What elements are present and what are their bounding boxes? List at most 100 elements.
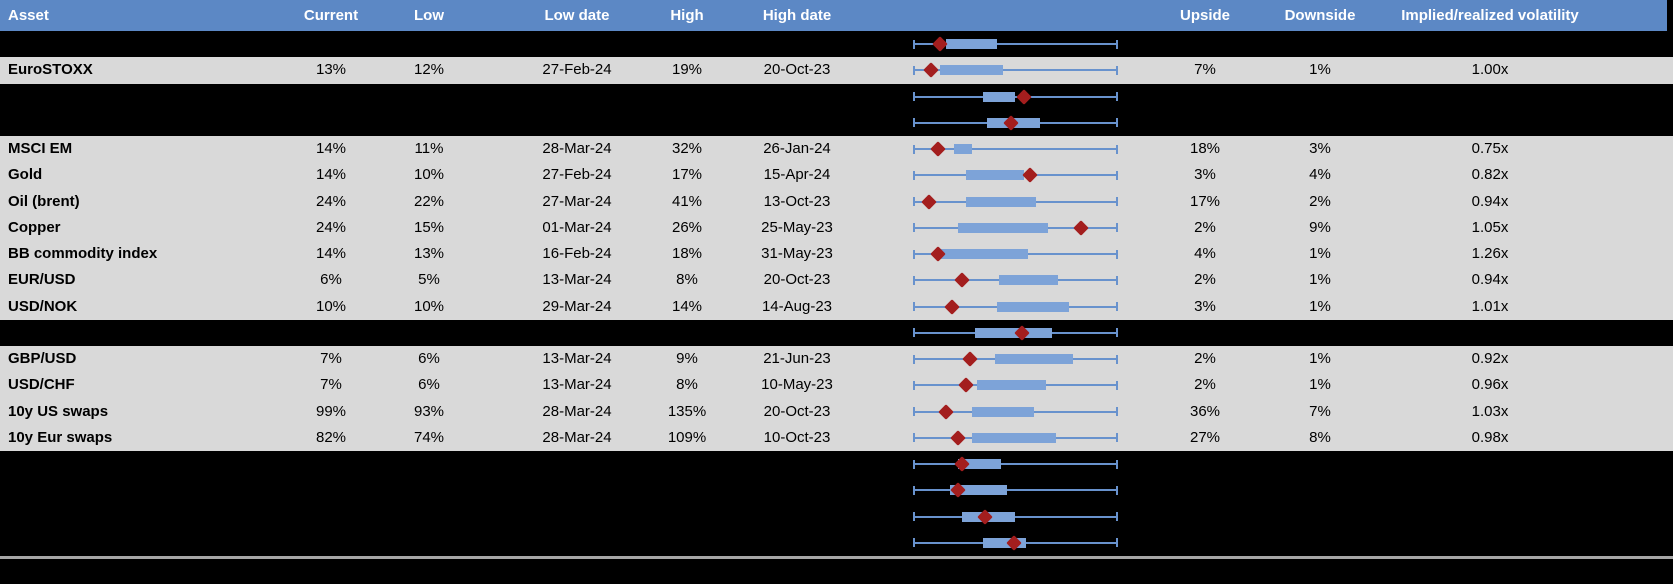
whisker-cap-left — [913, 223, 915, 233]
current-marker-diamond — [962, 351, 979, 367]
header-row: Asset Current Low Low date High High dat… — [0, 0, 1673, 31]
cell-high: 17% — [671, 166, 703, 184]
cell-current — [292, 31, 370, 57]
table-row: USD/CHF 7% 6% 13-Mar-24 8% 10-May-23 2% 1% 0.96x — [0, 372, 1673, 399]
cell-downside — [1270, 31, 1370, 57]
cell-current: 7% — [320, 376, 342, 394]
current-marker-diamond — [950, 430, 966, 446]
cell-upside — [1140, 504, 1270, 530]
range-box — [958, 459, 1002, 470]
cell-asset: EUR/USD — [8, 271, 76, 289]
cell-low: 6% — [418, 376, 440, 394]
current-marker-diamond — [1022, 167, 1038, 184]
range-boxplot — [913, 110, 1118, 136]
cell-upside — [1140, 530, 1270, 556]
cell-range-plot — [886, 451, 1140, 477]
table-row: EUR/USD 6% 5% 13-Mar-24 8% 20-Oct-23 2% 1% 0.94x — [0, 267, 1673, 294]
range-boxplot — [913, 294, 1118, 320]
table-row: EuroSTOXX 13% 12% 27-Feb-24 19% 20-Oct-23 7% 1%… — [0, 57, 1673, 84]
header-notch — [1667, 0, 1673, 31]
cell-high: 41% — [671, 192, 703, 210]
cell-upside: 4% — [1194, 245, 1216, 262]
cell-current: 82% — [315, 428, 347, 446]
current-marker-diamond — [921, 193, 938, 210]
cell-high-date — [708, 504, 886, 530]
whisker-cap-left — [913, 170, 915, 180]
table-row: BB commodity index 14% 13% 16-Feb-24 18% 31-M… — [0, 241, 1673, 268]
range-boxplot — [913, 84, 1118, 110]
cell-high-date — [708, 451, 886, 477]
cell-low — [370, 110, 488, 136]
whisker-line — [913, 515, 1118, 518]
range-box — [939, 65, 1004, 76]
cell-high — [666, 477, 708, 503]
whisker-cap-left — [913, 92, 915, 102]
range-boxplot — [913, 399, 1118, 425]
whisker-cap-left — [913, 407, 915, 417]
cell-high-date: 20-Oct-23 — [763, 271, 831, 289]
cell-range-plot — [886, 399, 1140, 425]
cell-low — [370, 530, 488, 556]
cell-upside: 17% — [1189, 192, 1221, 210]
cell-current — [292, 504, 370, 530]
range-box — [972, 432, 1057, 443]
cell-low — [370, 31, 488, 57]
cell-upside: 3% — [1194, 166, 1216, 184]
cell-upside — [1140, 31, 1270, 57]
cell-low-date: 28-Mar-24 — [542, 428, 612, 446]
cell-asset: EuroSTOXX — [8, 61, 93, 79]
whisker-line — [913, 148, 1118, 151]
spacer-row — [0, 319, 1673, 346]
current-marker-diamond — [923, 62, 940, 79]
whisker-cap-left — [913, 538, 915, 548]
cell-downside: 1% — [1309, 271, 1331, 289]
cell-current: 24% — [315, 218, 347, 236]
cell-low: 5% — [418, 271, 440, 289]
col-header-high-date: High date — [762, 7, 832, 24]
footer-strip — [0, 559, 1673, 584]
table-body: EuroSTOXX 13% 12% 27-Feb-24 19% 20-Oct-23 7% 1%… — [0, 31, 1673, 556]
cell-downside: 2% — [1309, 192, 1331, 210]
range-boxplot — [913, 372, 1118, 398]
cell-range-plot — [886, 215, 1140, 241]
table-row: 10y Eur swaps 82% 74% 28-Mar-24 109% 10-Oct-2… — [0, 424, 1673, 451]
cell-low-date — [488, 504, 666, 530]
whisker-cap-right — [1116, 223, 1118, 233]
range-box — [982, 537, 1026, 548]
cell-upside — [1140, 84, 1270, 110]
cell-asset: 10y Eur swaps — [8, 428, 113, 446]
cell-range-plot — [886, 530, 1140, 556]
cell-range-plot — [886, 294, 1140, 320]
cell-downside — [1270, 477, 1370, 503]
whisker-cap-right — [1116, 459, 1118, 469]
cell-asset — [0, 31, 292, 57]
cell-current: 14% — [315, 245, 347, 262]
whisker-cap-right — [1116, 118, 1118, 128]
cell-downside: 8% — [1309, 428, 1331, 446]
whisker-cap-left — [913, 328, 915, 338]
cell-upside: 7% — [1194, 61, 1216, 79]
cell-asset — [0, 84, 292, 110]
cell-low — [370, 84, 488, 110]
whisker-cap-left — [913, 144, 915, 154]
cell-low: 10% — [413, 166, 445, 184]
cell-implied-realized: 1.26x — [1471, 245, 1509, 262]
table-row: USD/NOK 10% 10% 29-Mar-24 14% 14-Aug-23 3% 1% 1.… — [0, 293, 1673, 320]
spacer-row — [0, 529, 1673, 556]
range-boxplot — [913, 136, 1118, 162]
current-marker-diamond — [958, 377, 975, 394]
cell-implied-realized: 0.75x — [1471, 140, 1509, 157]
spacer-row — [0, 31, 1673, 58]
cell-high-date: 14-Aug-23 — [761, 297, 833, 315]
cell-low: 11% — [414, 140, 444, 157]
col-header-low-date: Low date — [544, 7, 610, 24]
cell-low-date: 16-Feb-24 — [542, 245, 612, 262]
whisker-line — [913, 95, 1118, 98]
cell-high: 9% — [676, 350, 698, 367]
range-box — [966, 196, 1036, 207]
whisker-cap-left — [913, 65, 915, 75]
cell-asset: GBP/USD — [8, 350, 77, 367]
cell-downside — [1270, 504, 1370, 530]
cell-low — [370, 320, 488, 346]
cell-range-plot — [886, 162, 1140, 188]
